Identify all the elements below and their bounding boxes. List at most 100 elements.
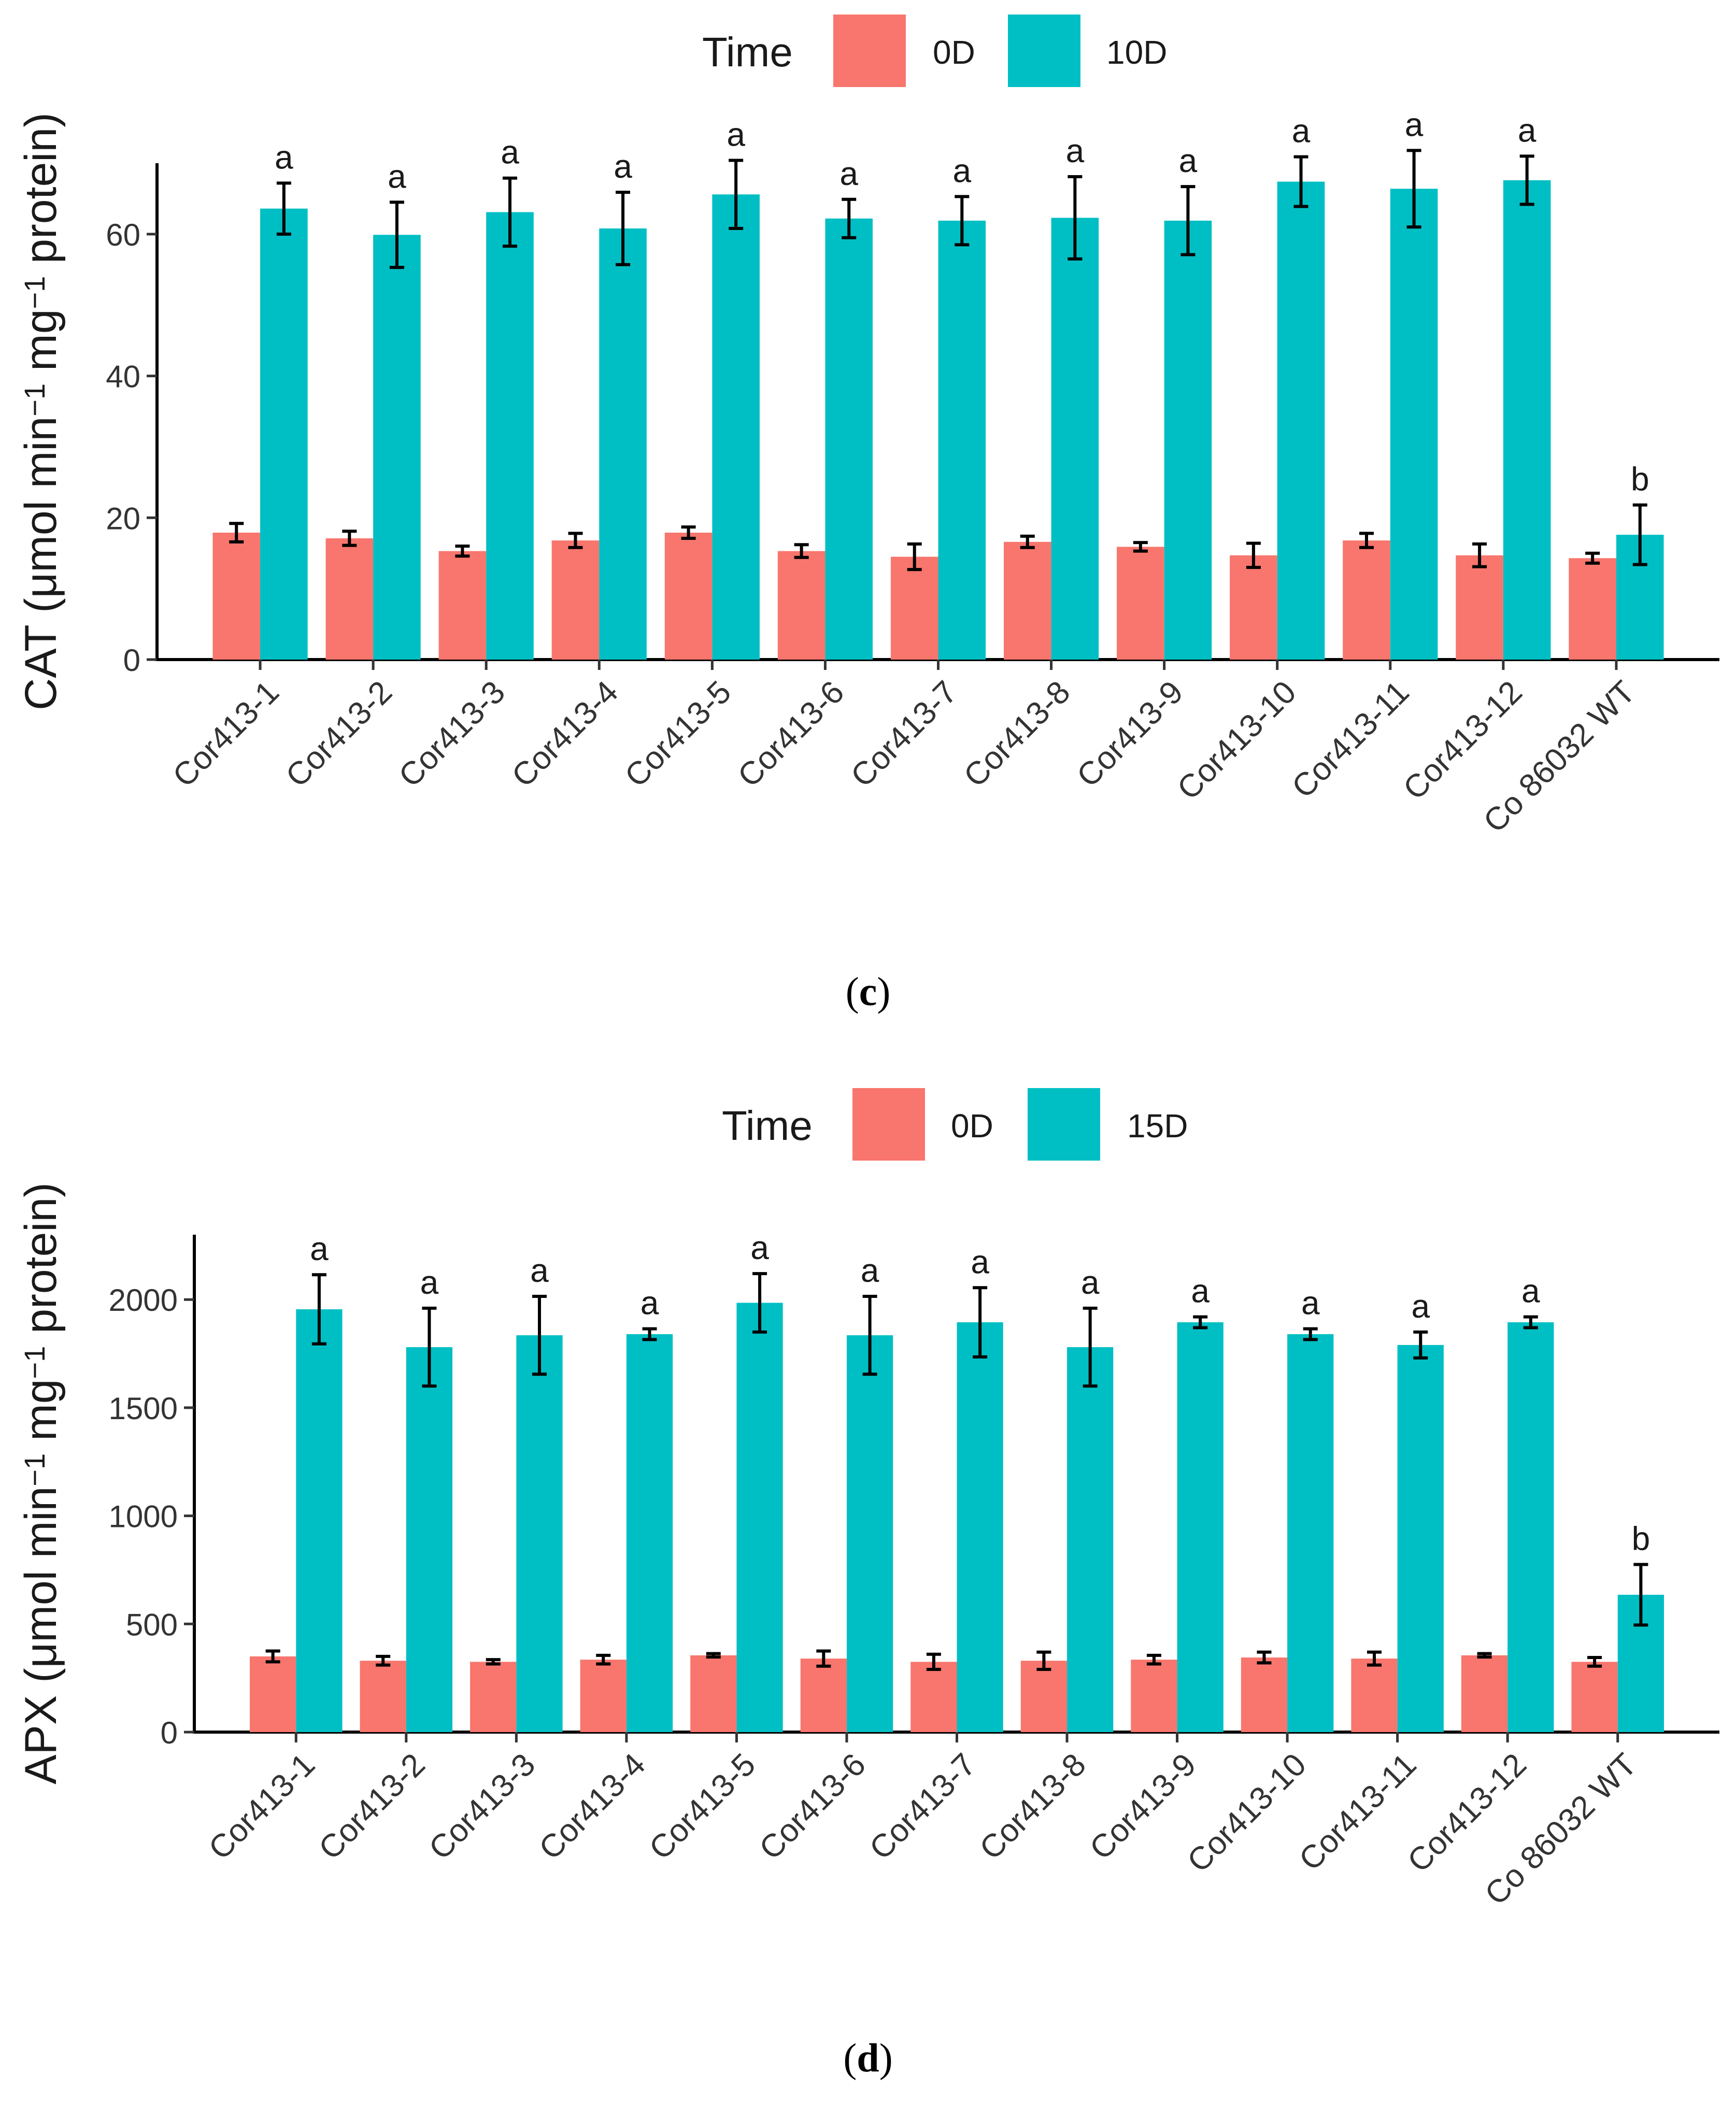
error-bar <box>1587 1656 1602 1668</box>
x-tick-label: Cor413-9 <box>1070 674 1190 794</box>
error-bar <box>973 1286 988 1359</box>
significance-letter: a <box>501 134 519 171</box>
error-bar <box>1068 175 1083 261</box>
error-bar <box>229 522 244 544</box>
significance-letter: a <box>1179 142 1198 179</box>
x-tick-label: Cor413-2 <box>312 1747 432 1867</box>
legend: Time 0D 15D <box>722 1088 1188 1161</box>
significance-letter: a <box>839 155 858 192</box>
error-bar <box>1477 1652 1492 1659</box>
legend-swatch-0D <box>852 1088 925 1161</box>
bar-10D <box>1164 220 1212 660</box>
x-tick-label: Cor413-9 <box>1083 1747 1203 1867</box>
x-tick-label: Cor413-7 <box>844 674 964 794</box>
x-tick-label: Cor413-11 <box>1292 1747 1424 1878</box>
x-tick-label: Cor413-8 <box>957 674 1077 794</box>
bar-0D <box>890 556 938 660</box>
significance-letter: a <box>1405 106 1424 143</box>
significance-letter: a <box>727 116 745 153</box>
bar-0D <box>690 1655 737 1732</box>
bar-15D <box>1287 1334 1334 1732</box>
significance-letter: a <box>1292 112 1311 150</box>
legend-label-0D: 0D <box>933 34 975 71</box>
y-tick-label: 1000 <box>109 1499 178 1534</box>
bar-0D <box>1343 540 1390 660</box>
bar-0D <box>800 1659 847 1732</box>
x-tick-label: Cor413-6 <box>731 674 851 794</box>
y-tick-label: 500 <box>126 1607 178 1642</box>
bar-15D <box>516 1335 563 1732</box>
error-bar <box>616 191 631 266</box>
legend-swatch-0D <box>833 15 906 87</box>
error-bar <box>1180 185 1196 256</box>
legend-label-15D: 15D <box>1127 1107 1188 1145</box>
bar-10D <box>260 208 308 660</box>
error-bar <box>1413 1330 1428 1360</box>
legend-label-0D: 0D <box>951 1107 993 1145</box>
error-bar <box>1523 1315 1538 1330</box>
x-tick-label: Cor413-1 <box>166 674 286 794</box>
error-bar <box>1519 154 1534 206</box>
error-bar <box>1020 534 1035 549</box>
error-bar <box>926 1652 941 1671</box>
bar-15D <box>406 1347 453 1732</box>
legend-swatch-15D <box>1028 1088 1100 1161</box>
bar-15D <box>1397 1345 1444 1732</box>
bar-0D <box>551 540 600 660</box>
bar-0D <box>250 1656 296 1732</box>
error-bar <box>1633 1563 1648 1627</box>
error-bar <box>342 530 357 547</box>
bar-0D <box>1571 1662 1618 1732</box>
bar-10D <box>599 228 647 660</box>
bar-15D <box>1507 1322 1554 1732</box>
bar-10D <box>1503 180 1551 660</box>
panel-label: (d) <box>843 2035 892 2080</box>
error-bar <box>1293 155 1308 208</box>
error-bar <box>681 525 696 540</box>
error-bar <box>486 1658 501 1666</box>
error-bar <box>422 1306 437 1388</box>
bar-15D <box>736 1303 783 1732</box>
bar-0D <box>777 551 826 660</box>
legend-title: Time <box>702 29 793 75</box>
bar-0D <box>212 533 261 660</box>
error-bar <box>455 545 470 558</box>
error-bar <box>729 159 744 230</box>
bar-0D <box>1131 1660 1177 1732</box>
significance-letter: a <box>1518 111 1536 149</box>
bar-10D <box>1051 218 1099 660</box>
bar-0D <box>1117 547 1164 660</box>
chart-panel-d: Time 0D 15D APX (μmol min−1 mg−1 protein) 0 5… <box>16 1088 1719 2080</box>
significance-letter: a <box>530 1252 549 1289</box>
error-bar <box>502 176 517 248</box>
significance-letter: a <box>1301 1284 1320 1322</box>
error-bar <box>1083 1306 1098 1388</box>
x-tick-label: Cor413-7 <box>863 1747 983 1867</box>
legend-title: Time <box>722 1103 813 1149</box>
error-bar <box>596 1653 611 1666</box>
error-bar <box>1472 542 1487 568</box>
bar-15D <box>626 1334 673 1732</box>
bar-10D <box>712 194 760 660</box>
bar-0D <box>664 533 713 660</box>
bar-15D <box>1177 1322 1223 1732</box>
significance-letter: a <box>310 1230 329 1267</box>
significance-letter: a <box>1411 1288 1430 1325</box>
x-tick-label: Cor413-10 <box>1171 674 1303 807</box>
significance-letter: a <box>861 1252 879 1289</box>
x-tick-label: Cor413-4 <box>532 1747 652 1867</box>
bar-0D <box>438 551 487 660</box>
y-tick-label: 2000 <box>109 1283 178 1318</box>
bar-0D <box>1003 541 1051 660</box>
error-bar <box>752 1272 767 1334</box>
x-tick-label: Cor413-6 <box>752 1747 873 1867</box>
significance-letter: a <box>1081 1264 1100 1301</box>
error-bar <box>642 1327 657 1341</box>
bar-10D <box>1390 189 1438 660</box>
bar-0D <box>1461 1655 1508 1732</box>
error-bar <box>907 542 922 571</box>
error-bar <box>1303 1327 1318 1341</box>
error-bar <box>1406 149 1421 229</box>
error-bar <box>1246 541 1261 569</box>
